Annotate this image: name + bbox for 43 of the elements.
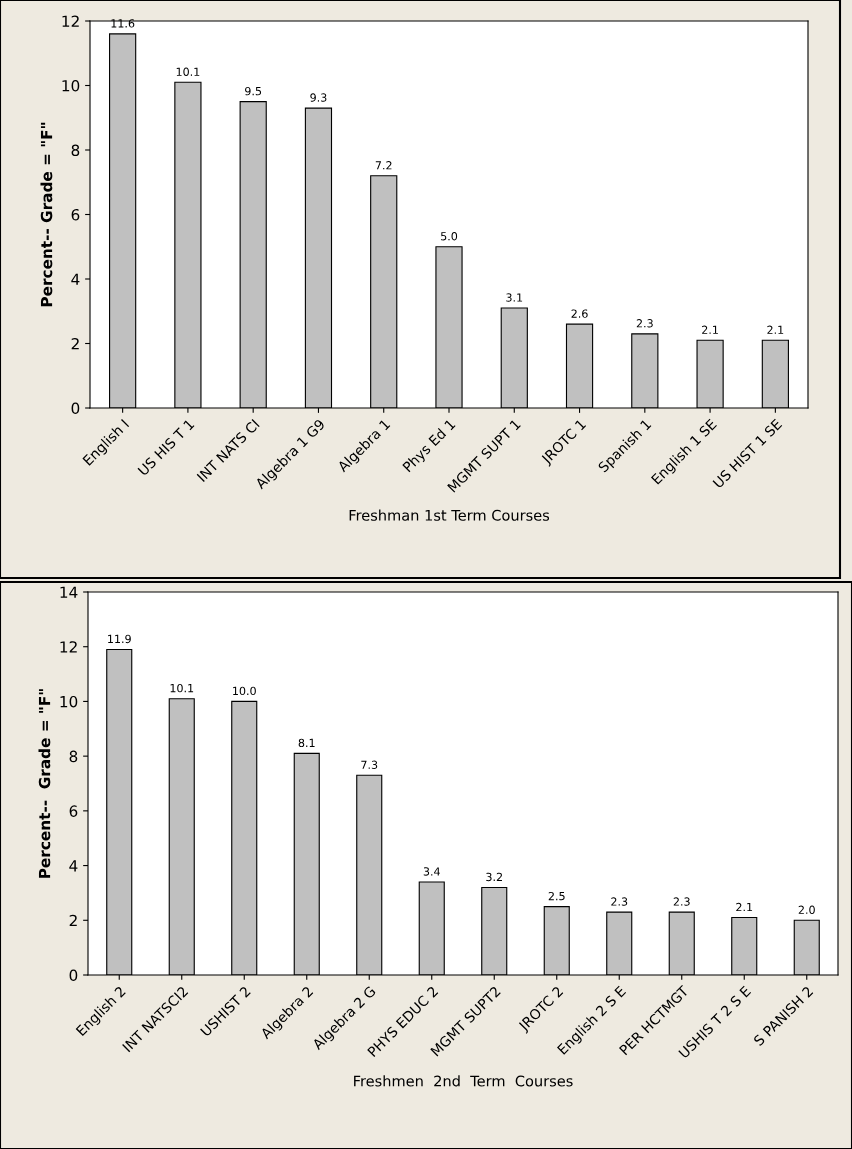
data-label: 3.2 xyxy=(486,872,502,882)
y-tick-label: 4 xyxy=(69,860,78,872)
y-tick-label: 12 xyxy=(62,15,79,27)
data-label: 9.5 xyxy=(245,86,262,96)
y-tick-label: 14 xyxy=(60,586,78,598)
data-label: 11.9 xyxy=(108,634,131,644)
data-label: 2.1 xyxy=(702,325,718,334)
data-label: 2.0 xyxy=(798,905,815,914)
y-tick-label: 4 xyxy=(71,273,80,285)
data-label: 10.0 xyxy=(233,686,256,696)
x-tick-label: US HIS T 1 xyxy=(137,418,195,477)
data-label: 2.3 xyxy=(673,897,690,906)
data-label: 8.1 xyxy=(298,738,315,748)
y-tick-label: 2 xyxy=(69,914,77,927)
y-tick-label: 12 xyxy=(60,641,77,653)
y-tick-label: 0 xyxy=(69,969,78,982)
data-label: 10.1 xyxy=(176,67,200,76)
y-axis-title: Percent-- Grade = "F" xyxy=(38,689,51,878)
data-label: 7.2 xyxy=(375,161,392,170)
x-axis-title: Freshmen 2nd Term Courses xyxy=(354,1075,573,1087)
y-tick-label: 10 xyxy=(62,79,80,92)
data-label: 2.3 xyxy=(611,897,628,906)
data-label: 9.3 xyxy=(310,93,327,102)
y-tick-label: 8 xyxy=(71,144,80,157)
data-label: 3.4 xyxy=(423,867,440,876)
y-axis-title: Percent-- Grade = "F" xyxy=(40,122,53,307)
data-label: 3.1 xyxy=(506,293,523,302)
y-tick-label: 6 xyxy=(71,208,80,221)
data-label: 11.6 xyxy=(111,19,135,28)
y-tick-label: 10 xyxy=(60,695,78,708)
data-label: 5.0 xyxy=(441,232,458,241)
data-label: 2.3 xyxy=(636,319,653,328)
y-tick-label: 8 xyxy=(69,750,78,763)
data-label: 2.6 xyxy=(571,309,588,318)
y-tick-label: 6 xyxy=(69,805,78,817)
x-axis-title: Freshman 1st Term Courses xyxy=(349,509,550,521)
data-label: 2.1 xyxy=(767,325,784,334)
y-tick-label: 2 xyxy=(71,337,79,350)
data-label: 2.5 xyxy=(548,891,565,901)
data-label: 10.1 xyxy=(170,683,194,693)
data-label: 2.1 xyxy=(736,902,753,912)
data-label: 7.3 xyxy=(361,760,378,769)
y-tick-label: 0 xyxy=(71,402,80,415)
